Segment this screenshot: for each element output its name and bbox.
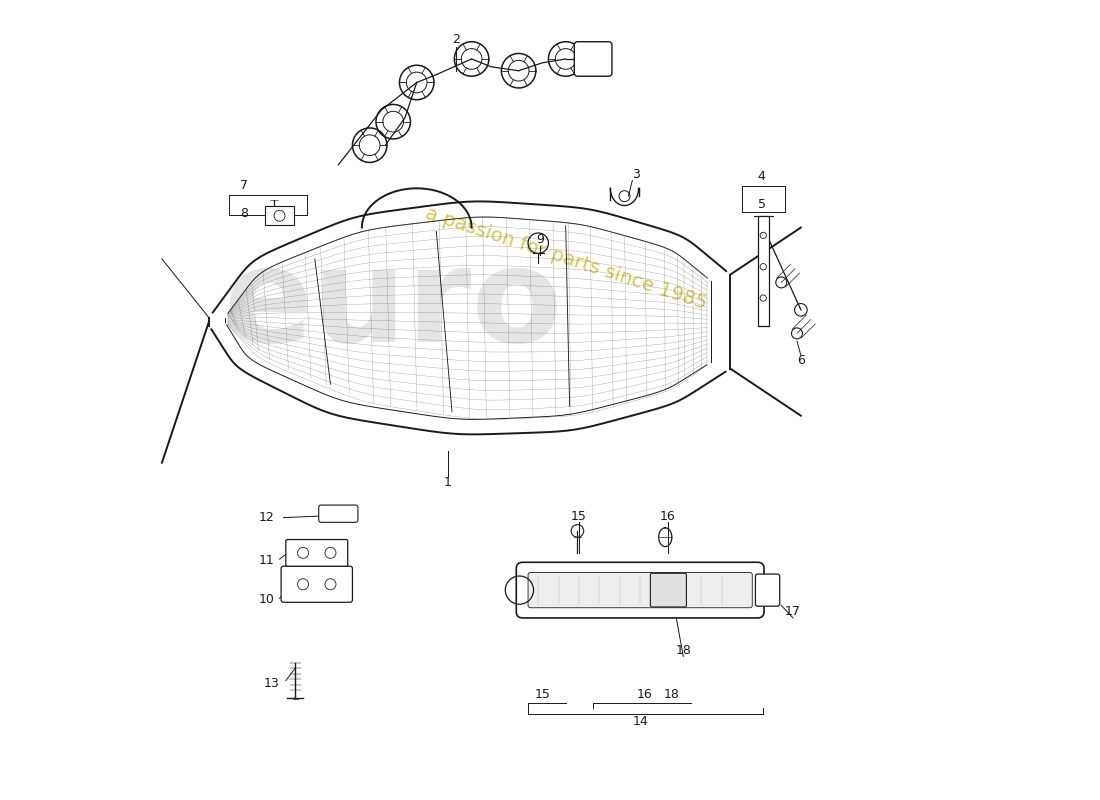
Text: 18: 18 — [663, 687, 680, 701]
Text: 16: 16 — [660, 510, 675, 522]
Text: euro: euro — [223, 242, 563, 370]
Text: 4: 4 — [758, 170, 766, 183]
Text: 7: 7 — [240, 179, 249, 193]
Text: 11: 11 — [258, 554, 274, 567]
Text: 5: 5 — [758, 198, 766, 210]
Text: 3: 3 — [632, 168, 640, 181]
Text: 18: 18 — [675, 644, 691, 658]
FancyBboxPatch shape — [282, 566, 352, 602]
FancyBboxPatch shape — [756, 574, 780, 606]
Text: 17: 17 — [785, 605, 801, 618]
Text: a passion for parts since 1985: a passion for parts since 1985 — [422, 204, 708, 314]
FancyBboxPatch shape — [574, 42, 612, 76]
Bar — [265, 206, 294, 225]
FancyBboxPatch shape — [286, 539, 348, 566]
FancyBboxPatch shape — [319, 505, 358, 522]
Text: 12: 12 — [258, 511, 274, 524]
Text: 9: 9 — [536, 233, 543, 246]
Text: 1: 1 — [444, 476, 452, 489]
FancyBboxPatch shape — [516, 562, 764, 618]
Text: 16: 16 — [636, 687, 652, 701]
Text: 13: 13 — [264, 678, 279, 690]
FancyBboxPatch shape — [650, 574, 686, 607]
Text: 10: 10 — [258, 594, 274, 606]
Text: 14: 14 — [632, 715, 648, 728]
Text: 2: 2 — [452, 33, 460, 46]
FancyBboxPatch shape — [528, 573, 752, 608]
Text: 15: 15 — [535, 687, 550, 701]
Text: 15: 15 — [571, 510, 587, 522]
Bar — [758, 216, 769, 326]
Text: 6: 6 — [796, 354, 805, 367]
Text: 8: 8 — [240, 207, 249, 220]
